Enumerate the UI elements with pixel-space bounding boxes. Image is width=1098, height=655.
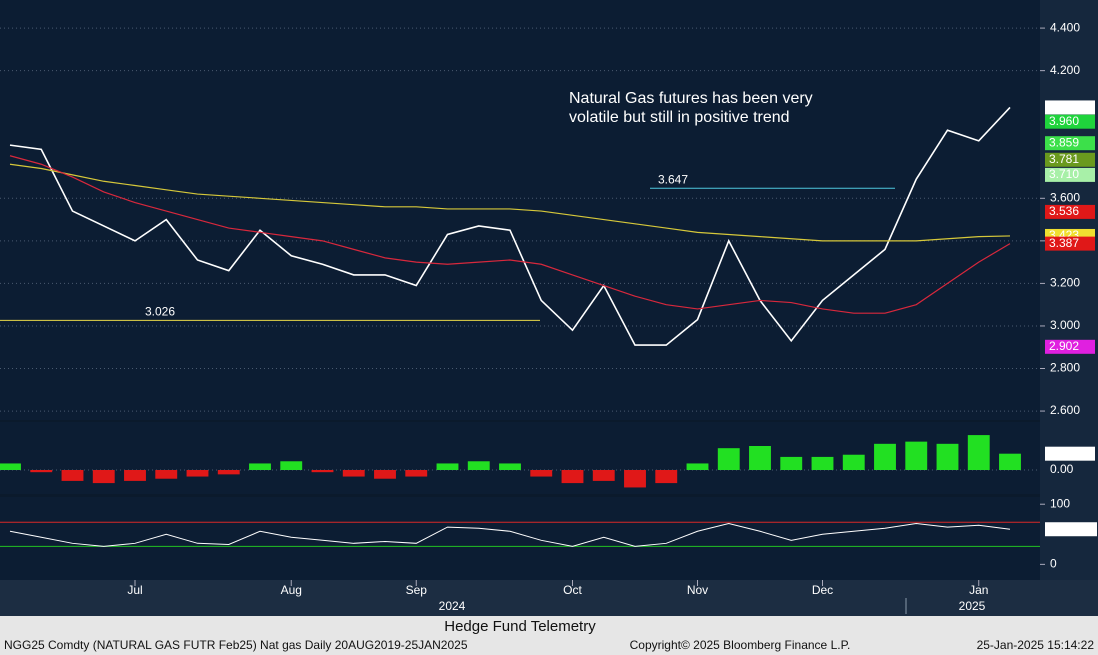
y-tick-label: 3.600 xyxy=(1050,190,1080,204)
price-tag xyxy=(1045,114,1095,129)
histogram-bar xyxy=(655,470,678,484)
footer-left: NGG25 Comdty (NATURAL GAS FUTR Feb25) Na… xyxy=(4,638,468,652)
x-tick-label: Jan xyxy=(969,583,988,597)
histogram-bar xyxy=(905,441,928,470)
histogram-bar xyxy=(967,435,990,470)
chart-title: Hedge Fund Telemetry xyxy=(444,618,596,635)
moving-average xyxy=(9,155,1011,314)
price-tag-label: 3.960 xyxy=(1049,114,1079,128)
price-tag-label: 3.387 xyxy=(1049,236,1079,250)
level-label: 3.647 xyxy=(658,172,688,186)
histogram-bar xyxy=(686,463,709,470)
price-tag-label: 3.710 xyxy=(1049,167,1079,181)
year-label: 2025 xyxy=(959,599,986,613)
x-tick-label: Oct xyxy=(563,583,582,597)
axis-panel xyxy=(1040,0,1098,580)
histogram-bar xyxy=(342,470,365,477)
x-tick-label: Aug xyxy=(281,583,302,597)
histogram-bar xyxy=(405,470,428,477)
histogram-bar xyxy=(436,463,459,470)
histogram-bar xyxy=(467,461,490,470)
rsi-line xyxy=(9,522,1011,547)
histogram-bar xyxy=(0,463,21,470)
histogram-bar xyxy=(624,470,646,488)
x-tick-label: Nov xyxy=(687,583,708,597)
price-tag-label: 3.781 xyxy=(1049,152,1079,166)
price-tag-label: 4.027 xyxy=(1049,100,1079,114)
price-tag xyxy=(1045,167,1095,182)
annotation: volatile but still in positive trend xyxy=(569,109,790,126)
year-label: 2024 xyxy=(439,599,466,613)
price-line xyxy=(9,106,1011,346)
y-tick-label: 4.200 xyxy=(1050,63,1080,77)
value-tag-label: 0.3738 xyxy=(1049,446,1086,460)
y-tick-label: 3.200 xyxy=(1050,276,1080,290)
y-tick-label: 2.800 xyxy=(1050,361,1080,375)
x-tick-label: Dec xyxy=(812,583,833,597)
x-tick-label: Jul xyxy=(127,583,142,597)
histogram-bar xyxy=(780,456,803,470)
y-tick-label: 2.600 xyxy=(1050,403,1080,417)
histogram-bar xyxy=(217,470,240,475)
histogram-bar xyxy=(842,454,865,470)
footer-right: 25-Jan-2025 15:14:22 xyxy=(977,638,1095,652)
value-tag xyxy=(1045,522,1097,537)
price-tag xyxy=(1045,152,1095,167)
histogram-bar xyxy=(124,470,146,481)
histogram-bar xyxy=(499,463,521,470)
price-tag-label: 3.536 xyxy=(1049,204,1079,218)
y-tick-label: 100 xyxy=(1050,496,1070,510)
value-tag-label: 58.4069 xyxy=(1048,521,1092,535)
histogram-bar xyxy=(374,470,396,479)
histogram-bar xyxy=(92,470,115,484)
price-tag-label: 2.902 xyxy=(1049,339,1079,353)
footer-panel xyxy=(0,616,1098,655)
histogram-bar xyxy=(811,456,834,470)
price-tag xyxy=(1045,136,1095,151)
histogram-bar xyxy=(155,470,178,479)
y-tick-label: 4.400 xyxy=(1050,20,1080,34)
price-tag xyxy=(1045,204,1095,219)
rsi-panel xyxy=(0,497,1040,580)
histogram-bar xyxy=(249,463,271,470)
price-tag xyxy=(1045,339,1095,354)
annotation: Natural Gas futures has been very xyxy=(569,90,813,107)
price-tag xyxy=(1045,100,1095,115)
histogram-bar xyxy=(530,470,553,477)
histogram-panel xyxy=(0,422,1040,494)
histogram-bar xyxy=(61,470,84,481)
footer-center: Copyright© 2025 Bloomberg Finance L.P. xyxy=(630,638,851,652)
histogram-bar xyxy=(280,461,303,470)
level-label: 3.026 xyxy=(145,305,175,319)
histogram-bar xyxy=(186,470,209,477)
y-tick-label: 0 xyxy=(1050,557,1057,571)
histogram-bar xyxy=(936,443,959,470)
histogram-bar xyxy=(311,470,334,473)
histogram-bar xyxy=(561,470,584,484)
price-tag xyxy=(1045,236,1095,251)
y-tick-label: 0.00 xyxy=(1050,462,1074,476)
price-tag-label: 3.859 xyxy=(1049,135,1079,149)
histogram-bar xyxy=(717,448,740,470)
moving-average xyxy=(9,163,1011,242)
histogram-bar xyxy=(592,470,615,481)
histogram-bar xyxy=(30,470,53,473)
x-tick-label: Sep xyxy=(406,583,428,597)
y-tick-label: 3.000 xyxy=(1050,318,1080,332)
value-tag xyxy=(1045,446,1095,461)
histogram-bar xyxy=(874,443,896,470)
x-axis-panel xyxy=(0,580,1098,616)
histogram-bar xyxy=(999,453,1021,470)
histogram-bar xyxy=(749,446,771,470)
